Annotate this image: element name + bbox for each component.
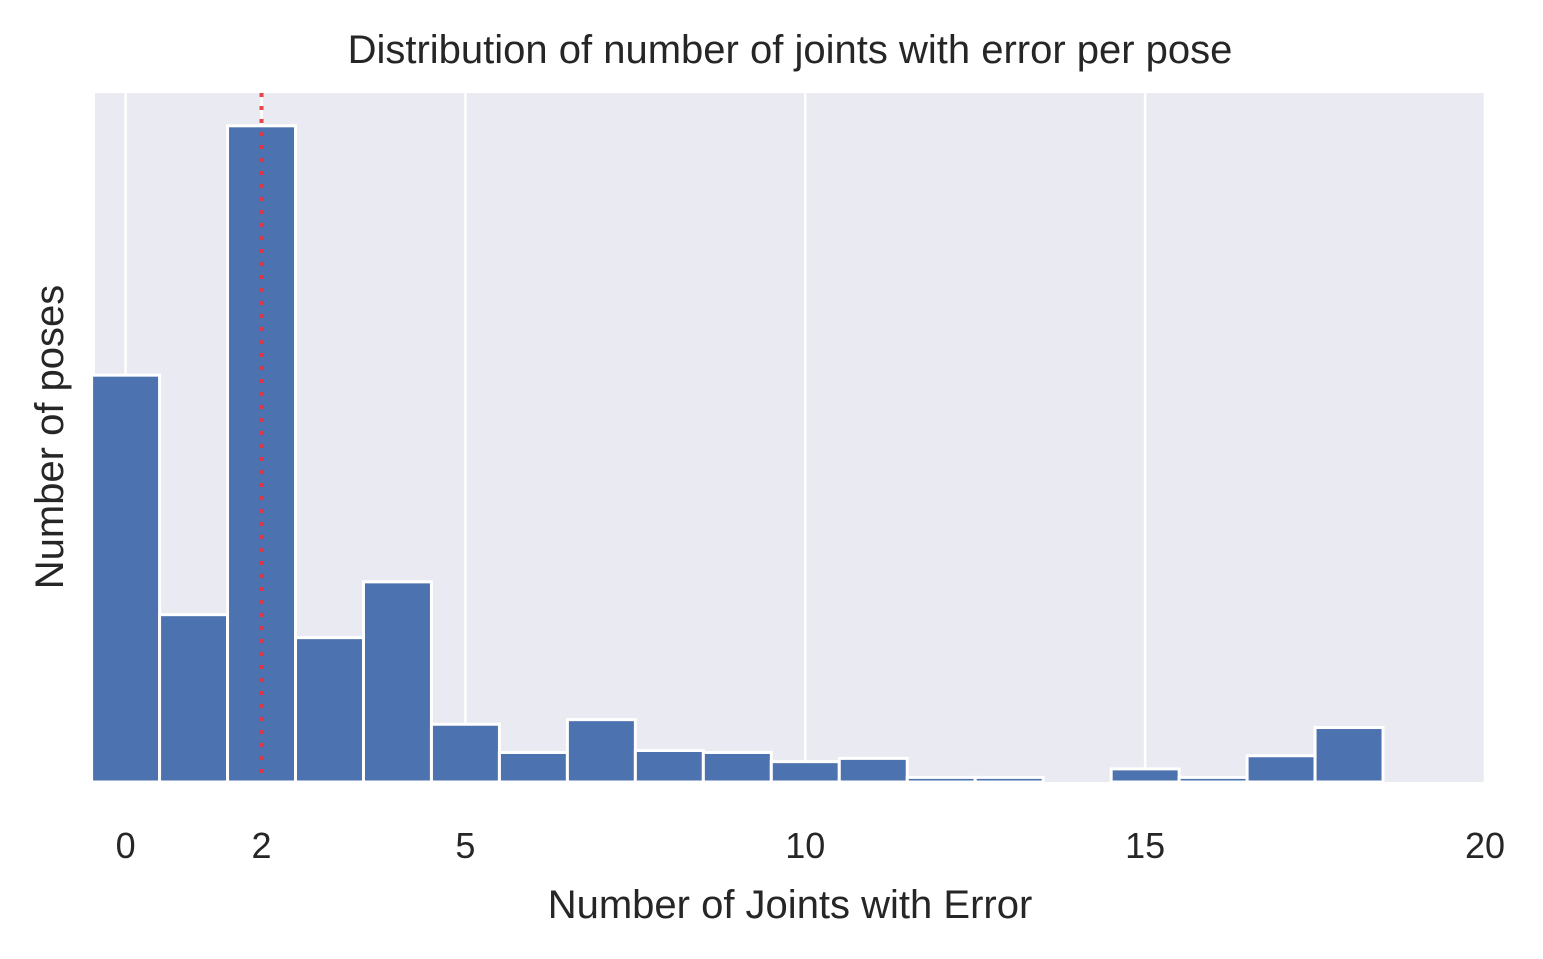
x-axis-label: Number of Joints with Error [548, 883, 1033, 927]
histogram-bar [226, 124, 298, 784]
x-tick-label: 0 [116, 825, 136, 866]
x-tick-label: 5 [455, 825, 475, 866]
histogram-bar [701, 750, 773, 784]
histogram-bar [1177, 775, 1249, 784]
histogram-bar [1109, 767, 1181, 784]
histogram-bar [837, 756, 909, 784]
histogram-bar [973, 775, 1045, 784]
histogram-bar [158, 613, 230, 784]
histogram-bar [905, 775, 977, 784]
x-tick-labels: 0 2 5 10 15 20 [116, 825, 1505, 866]
y-axis-label: Number of poses [28, 285, 72, 590]
x-tick-label: 15 [1125, 825, 1165, 866]
histogram-bar [1313, 726, 1385, 784]
histogram-bar [565, 718, 637, 784]
histogram-bar [1245, 754, 1317, 784]
histogram-bar [633, 749, 705, 784]
x-tick-label: 10 [785, 825, 825, 866]
histogram-bar [294, 636, 365, 784]
histogram-bars [90, 124, 1385, 784]
histogram-bar [90, 373, 162, 784]
histogram-bar [429, 722, 501, 784]
x-tick-label: 2 [252, 825, 272, 866]
histogram-bar [361, 580, 433, 784]
x-tick-label: 20 [1465, 825, 1505, 866]
histogram-bar [769, 760, 841, 784]
chart-title: Distribution of number of joints with er… [348, 28, 1233, 72]
histogram-bar [497, 750, 569, 784]
